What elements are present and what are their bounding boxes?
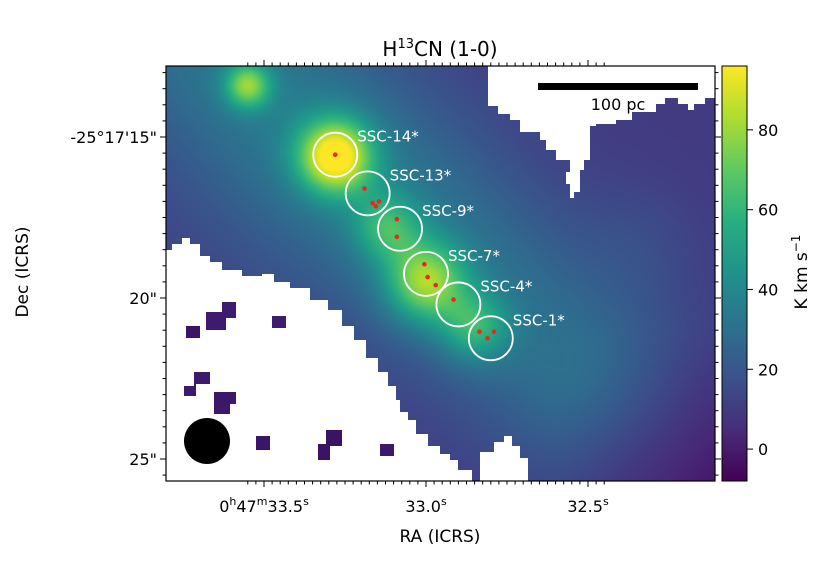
peak-marker bbox=[451, 297, 456, 302]
colorbar-label: K km s−1 bbox=[789, 235, 812, 310]
x-tick-label: 33.0s bbox=[405, 495, 447, 516]
source-label: SSC-14* bbox=[357, 128, 419, 146]
mask-islands bbox=[184, 302, 394, 460]
mask-island-6 bbox=[318, 430, 342, 460]
mask-island-1 bbox=[206, 302, 236, 330]
x-tick-label: 0h47m33.5s bbox=[219, 495, 309, 516]
blank-region-top-right bbox=[488, 66, 715, 198]
source-label: SSC-7* bbox=[448, 247, 500, 265]
x-axis: 0h47m33.5s 33.0s 32.5s bbox=[219, 60, 609, 516]
plot-frame bbox=[165, 65, 716, 482]
y-tick-label: -25°17'15" bbox=[70, 128, 157, 147]
peak-marker bbox=[376, 199, 382, 204]
y-tick-label: 20" bbox=[129, 289, 157, 308]
colorbar-ticks: 0 20 40 60 80 bbox=[747, 121, 778, 459]
mask-island-5 bbox=[272, 316, 286, 328]
peak-marker bbox=[370, 200, 375, 206]
source-label: SSC-9* bbox=[422, 202, 474, 220]
peak-marker bbox=[394, 216, 400, 222]
mask-island-7 bbox=[380, 444, 394, 456]
mask-island-3 bbox=[184, 372, 210, 396]
source-label: SSC-13* bbox=[390, 166, 452, 184]
colorbar-tick-label: 40 bbox=[758, 280, 778, 299]
source-label: SSC-4* bbox=[480, 277, 532, 295]
x-tick-label: 32.5s bbox=[567, 495, 609, 516]
map-panel bbox=[165, 65, 716, 482]
peak-marker bbox=[485, 335, 490, 341]
blank-region-bottom-left bbox=[166, 238, 472, 481]
source-circle bbox=[377, 205, 423, 252]
colorbar-gradient bbox=[721, 65, 748, 482]
peak-marker bbox=[425, 274, 430, 280]
x-axis-title: RA (ICRS) bbox=[400, 527, 481, 547]
blanked-regions bbox=[166, 66, 715, 481]
y-axis: -25°17'15" 20" 25" bbox=[70, 72, 721, 476]
source-circle bbox=[403, 250, 449, 297]
scale-bar-label: 100 pc bbox=[591, 95, 646, 114]
peak-marker bbox=[332, 152, 338, 158]
peak-marker bbox=[491, 329, 497, 335]
colorbar-tick-label: 60 bbox=[758, 201, 778, 220]
colorbar-tick-label: 20 bbox=[758, 360, 778, 379]
source-circles: SSC-14* SSC-13* SSC-9* SSC-7* SSC-4* SSC-1* bbox=[312, 128, 565, 362]
scale-bar: 100 pc bbox=[538, 83, 698, 114]
source-label: SSC-1* bbox=[513, 311, 565, 329]
mask-island-4 bbox=[214, 392, 236, 414]
y-axis-title: Dec (ICRS) bbox=[13, 226, 33, 317]
mask-island-2 bbox=[186, 326, 200, 338]
y-tick-label: 25" bbox=[129, 450, 157, 469]
peak-marker bbox=[362, 186, 367, 191]
blank-region-bottom-right bbox=[480, 436, 528, 481]
colorbar-tick-label: 80 bbox=[758, 121, 778, 140]
beam-ellipse bbox=[184, 418, 230, 464]
colorbar: 0 20 40 60 80 K km s−1 bbox=[721, 65, 812, 482]
source-circle bbox=[467, 315, 514, 362]
peak-marker bbox=[477, 329, 482, 335]
source-circle bbox=[312, 131, 359, 178]
peak-marker bbox=[422, 261, 427, 267]
mask-island-8 bbox=[256, 436, 270, 450]
chart-title: H13CN (1-0) bbox=[382, 37, 497, 61]
peak-marker bbox=[373, 203, 379, 209]
peak-marker bbox=[433, 282, 439, 288]
peak-markers bbox=[332, 152, 497, 341]
peak-marker bbox=[394, 234, 400, 240]
source-circle bbox=[344, 170, 391, 217]
source-circle bbox=[435, 281, 482, 328]
colorbar-tick-label: 0 bbox=[758, 440, 768, 459]
blank-patch bbox=[216, 358, 228, 368]
scale-bar-line bbox=[538, 83, 698, 90]
